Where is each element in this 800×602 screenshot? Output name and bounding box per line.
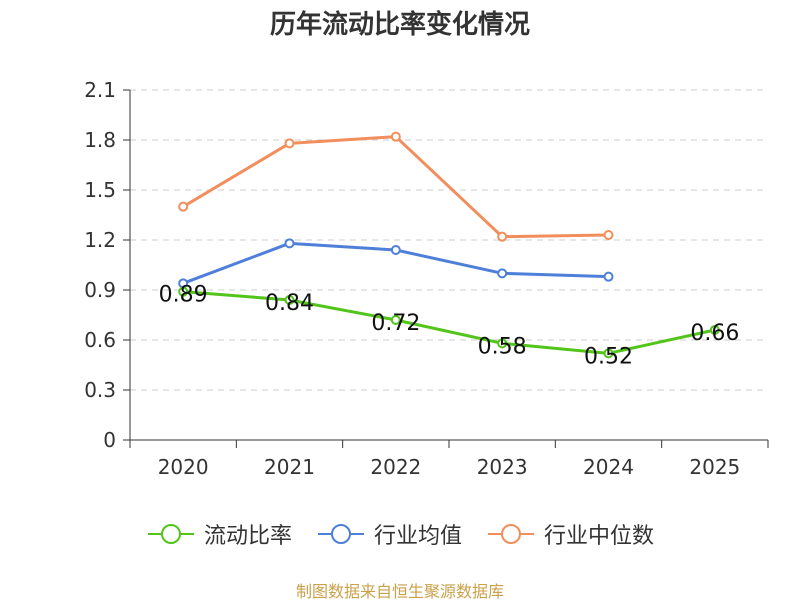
legend-marker-industry-mean (317, 524, 364, 544)
data-point-1 (284, 238, 295, 249)
x-tick-label: 2021 (264, 455, 315, 479)
legend-marker-industry-median (488, 524, 534, 544)
y-tick-label: 1.5 (84, 178, 116, 202)
data-label: 0.72 (371, 311, 420, 336)
data-point-0 (390, 315, 401, 325)
source-note: 制图数据来自恒生聚源数据库 (295, 582, 504, 601)
series-line-2 (182, 135, 609, 239)
data-point-0 (178, 286, 189, 297)
data-point-2 (178, 201, 189, 212)
data-label: 0.89 (159, 283, 208, 308)
legend-label-industry-median: 行业中位数 (544, 524, 655, 549)
y-tick-label: 0.6 (84, 328, 116, 352)
data-point-0 (497, 338, 508, 349)
data-point-2 (497, 231, 508, 242)
chart-title: 历年流动比率变化情况 (269, 10, 530, 40)
x-tick-label: 2024 (583, 455, 634, 479)
data-point-0 (603, 348, 614, 359)
data-point-1 (390, 245, 401, 255)
data-point-2 (284, 138, 295, 149)
x-tick-label: 2022 (370, 455, 421, 479)
data-label: 0.58 (478, 334, 527, 359)
series-line-0 (183, 290, 716, 355)
legend-item-industry-median[interactable]: 行业中位数 (486, 518, 654, 550)
y-tick-label: 1.8 (84, 128, 116, 152)
legend-marker-current-ratio (147, 524, 194, 544)
data-point-1 (497, 268, 508, 279)
data-point-1 (603, 271, 614, 282)
data-point-0 (284, 295, 295, 305)
x-tick-label: 2020 (158, 455, 209, 479)
legend-label-current-ratio: 流动比率 (203, 524, 292, 549)
data-point-2 (390, 131, 401, 142)
x-tick-label: 2023 (477, 455, 528, 479)
legend-item-current-ratio[interactable]: 流动比率 (146, 518, 292, 550)
data-point-2 (603, 230, 614, 240)
y-tick-label: 2.1 (84, 78, 116, 102)
legend: 流动比率 行业均值 行业中位数 (0, 518, 800, 550)
y-tick-label: 0.9 (84, 278, 116, 302)
x-tick-label: 2025 (689, 455, 740, 479)
legend-item-industry-mean[interactable]: 行业均值 (316, 518, 462, 550)
y-tick-label: 1.2 (84, 228, 116, 252)
data-label: 0.52 (584, 344, 633, 369)
data-point-0 (709, 325, 720, 335)
data-label: 0.84 (265, 291, 314, 316)
y-tick-label: 0.3 (84, 378, 116, 402)
y-tick-label: 0 (103, 428, 116, 452)
legend-label-industry-mean: 行业均值 (373, 524, 462, 549)
data-label: 0.66 (690, 321, 739, 346)
